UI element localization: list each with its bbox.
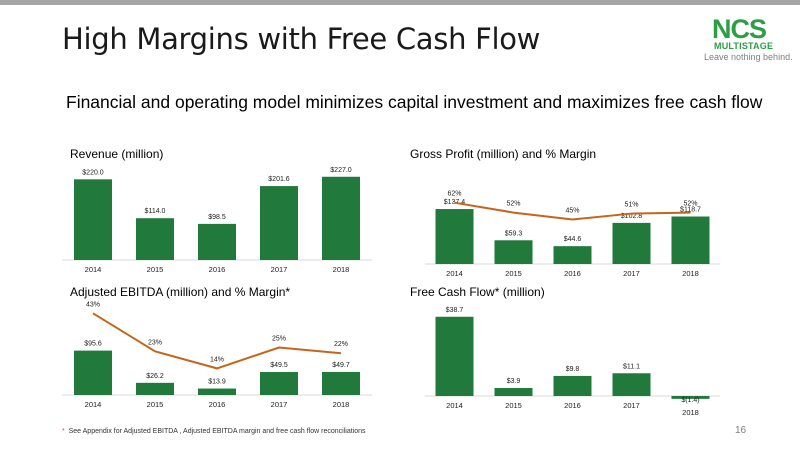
free-cash-flow-value-label: $3.9 [507, 378, 521, 385]
gross-profit-bar-2015 [494, 240, 533, 264]
revenue-value-label: $98.5 [208, 214, 226, 221]
gross-profit-bar-2014 [435, 209, 474, 264]
revenue-tick-label: 2014 [85, 265, 102, 274]
adjusted-ebitda-margin-label: 23% [148, 339, 162, 346]
adjusted-ebitda-margin-label: 22% [334, 341, 348, 348]
adjusted-ebitda-margin-label: 25% [272, 336, 286, 343]
revenue-bar-2018 [322, 176, 360, 260]
revenue-bar-2015 [136, 218, 174, 260]
gross-profit-value-label: $59.3 [505, 230, 523, 237]
gross-profit-bar-2018 [671, 216, 710, 264]
gross-profit-margin-label: 52% [506, 201, 520, 208]
free-cash-flow-value-label: $11.1 [623, 363, 640, 370]
revenue-tick-label: 2016 [209, 265, 226, 274]
revenue-value-label: $114.0 [145, 208, 166, 215]
adjusted-ebitda-tick-label: 2018 [333, 400, 350, 409]
top-accent-bar [0, 0, 800, 5]
free-cash-flow-tick-label: 2014 [446, 401, 463, 410]
page-number: 16 [735, 425, 747, 436]
free-cash-flow-bar-2018 [671, 396, 710, 399]
revenue-tick-label: 2015 [147, 265, 164, 274]
revenue-value-label: $201.6 [268, 176, 290, 183]
adjusted-ebitda-tick-label: 2014 [85, 400, 102, 409]
adjusted-ebitda-margin-label: 43% [86, 301, 100, 308]
revenue-bar-2017 [260, 186, 298, 260]
gross-profit-tick-label: 2018 [682, 269, 699, 278]
adjusted-ebitda-value-label: $95.6 [84, 341, 102, 348]
adjusted-ebitda-bar-2017 [260, 372, 298, 395]
slide-subtitle: Financial and operating model minimizes … [66, 92, 763, 112]
slide-title: High Margins with Free Cash Flow [62, 22, 541, 56]
logo-tagline: Leave nothing behind. [704, 52, 793, 62]
revenue-tick-label: 2017 [271, 265, 288, 274]
free-cash-flow-tick-label: 2017 [623, 401, 640, 410]
gross-profit-tick-label: 2016 [564, 269, 581, 278]
adjusted-ebitda-value-label: $49.7 [332, 362, 350, 369]
revenue-chart-title: Revenue (million) [70, 147, 164, 161]
adjusted-ebitda-value-label: $26.2 [146, 373, 164, 380]
footnote-text: See Appendix for Adjusted EBITDA , Adjus… [68, 428, 366, 435]
adjusted-ebitda-bar-2014 [74, 350, 112, 395]
gross-profit-tick-label: 2015 [505, 269, 522, 278]
gross-profit-chart-title: Gross Profit (million) and % Margin [410, 147, 597, 161]
footnote-mark: * [62, 428, 65, 435]
adjusted-ebitda-bar-2015 [136, 382, 174, 395]
revenue-value-label: $227.0 [330, 167, 352, 174]
gross-profit-margin-label: 45% [565, 208, 579, 215]
footnote: * See Appendix for Adjusted EBITDA , Adj… [62, 428, 366, 435]
gross-profit-margin-label: 52% [683, 201, 697, 208]
free-cash-flow-tick-label: 2016 [564, 401, 581, 410]
logo-subtext: MULTISTAGE [714, 41, 774, 51]
gross-profit-margin-label: 51% [624, 202, 638, 209]
free-cash-flow-value-label: $9.8 [566, 366, 580, 373]
gross-profit-tick-label: 2017 [623, 269, 640, 278]
adjusted-ebitda-bar-2016 [198, 388, 236, 395]
adjusted-ebitda-value-label: $49.5 [270, 362, 288, 369]
adjusted-ebitda-tick-label: 2017 [271, 400, 288, 409]
revenue-bar-2014 [74, 179, 112, 260]
gross-profit-value-label: $102.8 [621, 213, 643, 220]
gross-profit-margin-line [454, 201, 691, 221]
free-cash-flow-chart-title: Free Cash Flow* (million) [410, 285, 545, 299]
free-cash-flow-tick-label: 2015 [505, 401, 522, 410]
free-cash-flow-tick-label: 2018 [682, 408, 699, 417]
company-logo: NCS MULTISTAGE Leave nothing behind. [700, 14, 796, 64]
adjusted-ebitda-margin-label: 14% [210, 356, 224, 363]
adjusted-ebitda-tick-label: 2016 [209, 400, 226, 409]
adjusted-ebitda-tick-label: 2015 [147, 400, 164, 409]
gross-profit-value-label: $118.7 [680, 207, 701, 214]
free-cash-flow-bar-2015 [494, 388, 533, 396]
gross-profit-bar-2017 [612, 222, 651, 264]
free-cash-flow-value-label: $(1.4) [681, 397, 699, 404]
adjusted-ebitda-bar-2018 [322, 371, 360, 395]
free-cash-flow-bar-2016 [553, 375, 592, 396]
adjusted-ebitda-value-label: $13.9 [208, 379, 226, 386]
revenue-value-label: $220.0 [82, 169, 104, 176]
gross-profit-margin-label: 62% [447, 191, 461, 198]
gross-profit-bar-2016 [553, 246, 592, 264]
free-cash-flow-bar-2014 [435, 316, 474, 396]
gross-profit-value-label: $44.6 [564, 236, 582, 243]
revenue-tick-label: 2018 [333, 265, 350, 274]
gross-profit-tick-label: 2014 [446, 269, 463, 278]
adjusted-ebitda-chart-title: Adjusted EBITDA (million) and % Margin* [70, 285, 291, 299]
free-cash-flow-bar-2017 [612, 373, 651, 396]
adjusted-ebitda-margin-line [92, 312, 342, 370]
revenue-bar-2016 [198, 223, 236, 260]
free-cash-flow-value-label: $38.7 [446, 307, 464, 314]
logo-wordmark: NCS [712, 14, 767, 44]
